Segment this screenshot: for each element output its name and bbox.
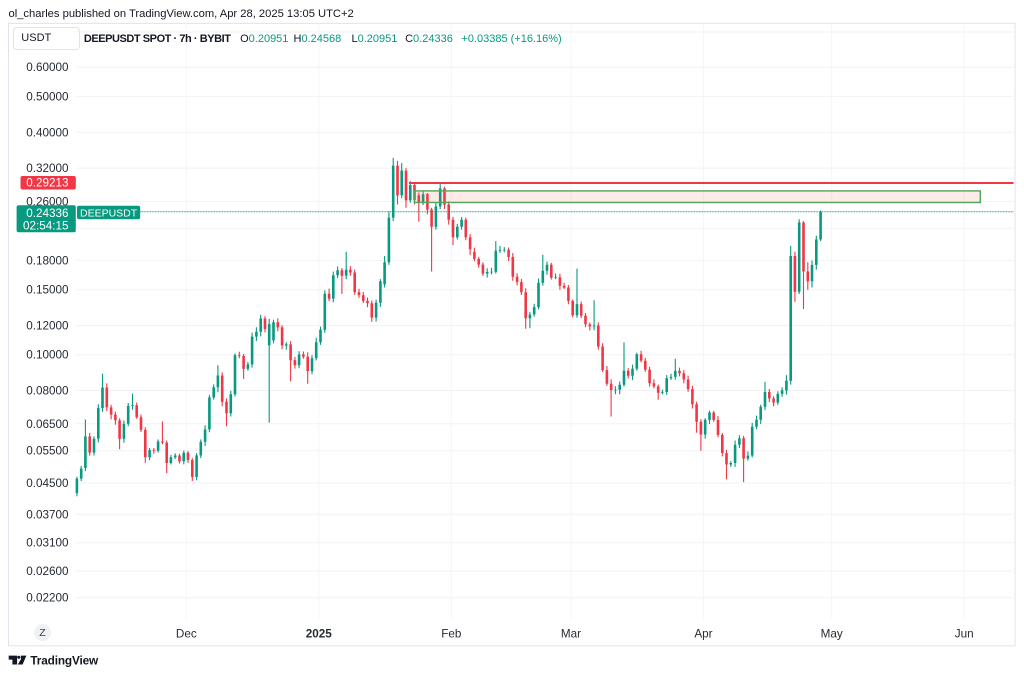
svg-text:0.26000: 0.26000 bbox=[26, 195, 69, 208]
svg-text:0.50000: 0.50000 bbox=[26, 90, 69, 103]
svg-text:2025: 2025 bbox=[306, 627, 333, 640]
svg-text:0.02600: 0.02600 bbox=[26, 565, 69, 578]
svg-text:0.24336: 0.24336 bbox=[26, 207, 68, 220]
svg-text:0.12000: 0.12000 bbox=[26, 320, 69, 333]
svg-text:0.10000: 0.10000 bbox=[26, 349, 69, 362]
svg-text:0.04500: 0.04500 bbox=[26, 477, 69, 490]
svg-text:TradingView: TradingView bbox=[30, 653, 99, 667]
svg-text:0.03700: 0.03700 bbox=[26, 508, 69, 521]
svg-text:Apr: Apr bbox=[694, 627, 712, 640]
svg-text:0.06500: 0.06500 bbox=[26, 418, 69, 431]
svg-text:Jun: Jun bbox=[955, 627, 974, 640]
svg-text:0.02200: 0.02200 bbox=[26, 592, 69, 605]
svg-text:0.15000: 0.15000 bbox=[26, 284, 69, 297]
svg-text:Z: Z bbox=[39, 627, 46, 639]
svg-text:0.29213: 0.29213 bbox=[26, 177, 68, 190]
svg-text:0.32000: 0.32000 bbox=[26, 162, 69, 175]
svg-text:0.40000: 0.40000 bbox=[26, 126, 69, 139]
svg-text:0.60000: 0.60000 bbox=[26, 61, 69, 74]
svg-text:02:54:15: 02:54:15 bbox=[23, 220, 69, 233]
svg-text:0.03100: 0.03100 bbox=[26, 537, 69, 550]
svg-text:May: May bbox=[821, 627, 843, 640]
svg-text:Dec: Dec bbox=[176, 627, 197, 640]
svg-text:DEEPUSDT: DEEPUSDT bbox=[80, 207, 138, 219]
svg-text:Feb: Feb bbox=[441, 627, 462, 640]
svg-text:0.18000: 0.18000 bbox=[26, 254, 69, 267]
svg-text:0.08000: 0.08000 bbox=[26, 385, 69, 398]
svg-text:Mar: Mar bbox=[561, 627, 581, 640]
svg-text:0.05500: 0.05500 bbox=[26, 445, 69, 458]
